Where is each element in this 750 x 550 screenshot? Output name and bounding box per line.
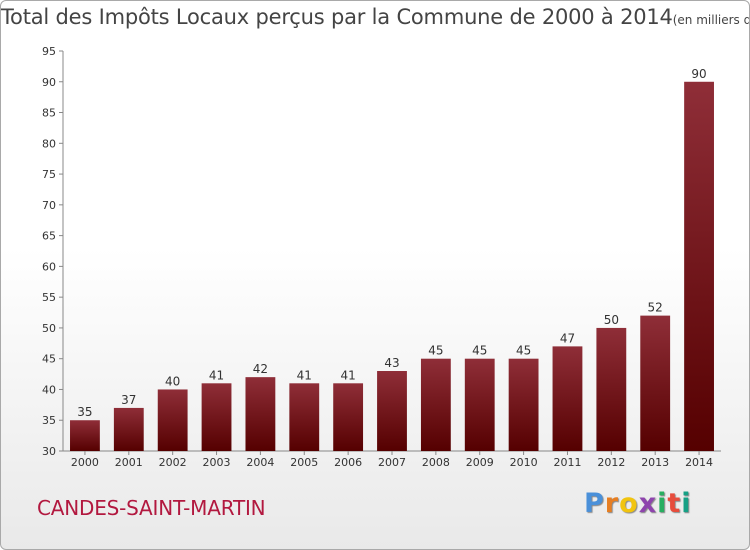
proxiti-logo: Proxiti [584,488,692,519]
bar [552,346,583,451]
x-tick-label: 2010 [510,456,538,469]
y-tick-label: 45 [42,353,56,366]
bar-value-label: 42 [253,362,268,376]
bar [684,81,714,452]
logo-letter: i [681,488,692,519]
y-tick-label: 50 [42,322,56,335]
y-tick-label: 75 [42,168,56,181]
bar-value-label: 41 [209,368,224,382]
bar [113,407,144,451]
y-tick-label: 55 [42,291,56,304]
bar [420,358,451,451]
x-tick-label: 2008 [422,456,450,469]
chart-title-main: Total des Impôts Locaux perçus par la Co… [1,5,673,29]
x-tick-label: 2011 [553,456,581,469]
logo-letter: x [638,488,658,519]
x-tick-label: 2014 [685,456,713,469]
bar-value-label: 90 [691,67,706,81]
bar [289,383,320,451]
y-tick-label: 35 [42,414,56,427]
x-tick-label: 2003 [203,456,231,469]
bar-value-label: 41 [340,368,355,382]
logo-letter: r [604,488,620,519]
bar [508,358,539,451]
bar-value-label: 40 [165,374,180,388]
x-tick-label: 2001 [115,456,143,469]
bar-value-label: 45 [472,344,487,358]
x-tick-label: 2005 [290,456,318,469]
bar [245,377,276,451]
logo-letter: P [584,488,605,519]
y-tick-label: 60 [42,260,56,273]
x-tick-label: 2013 [641,456,669,469]
bar [377,371,407,451]
y-tick-label: 80 [42,137,56,150]
bar-value-label: 45 [516,344,531,358]
bar [596,327,627,451]
bar-value-label: 41 [297,368,312,382]
bar-value-label: 52 [648,301,663,315]
y-tick-label: 40 [42,383,56,396]
x-tick-label: 2012 [597,456,625,469]
x-tick-label: 2000 [71,456,99,469]
y-tick-label: 30 [42,445,56,458]
bar [201,383,232,451]
logo-letter: t [667,488,682,519]
x-tick-label: 2004 [246,456,274,469]
y-tick-label: 70 [42,199,56,212]
commune-name: CANDES-SAINT-MARTIN [37,496,266,520]
x-tick-label: 2009 [466,456,494,469]
x-tick-label: 2006 [334,456,362,469]
bar [640,315,671,451]
x-tick-label: 2007 [378,456,406,469]
x-tick-label: 2002 [159,456,187,469]
bar-value-label: 50 [604,313,619,327]
y-tick-label: 65 [42,230,56,243]
bar-value-label: 37 [121,393,136,407]
bar [157,389,188,451]
bar [333,383,364,451]
bar [464,358,495,451]
y-tick-label: 85 [42,107,56,120]
bar-value-label: 35 [77,405,92,419]
y-tick-label: 90 [42,76,56,89]
chart-title-unit: (en milliers d'€) [672,13,749,27]
bar-value-label: 47 [560,331,575,345]
y-tick-label: 95 [42,45,56,58]
bar-value-label: 43 [384,356,399,370]
logo-letter: i [657,488,668,519]
bar-value-label: 45 [428,344,443,358]
chart-title: Total des Impôts Locaux perçus par la Co… [1,5,749,29]
logo-letter: o [619,488,639,519]
bar [70,420,100,451]
